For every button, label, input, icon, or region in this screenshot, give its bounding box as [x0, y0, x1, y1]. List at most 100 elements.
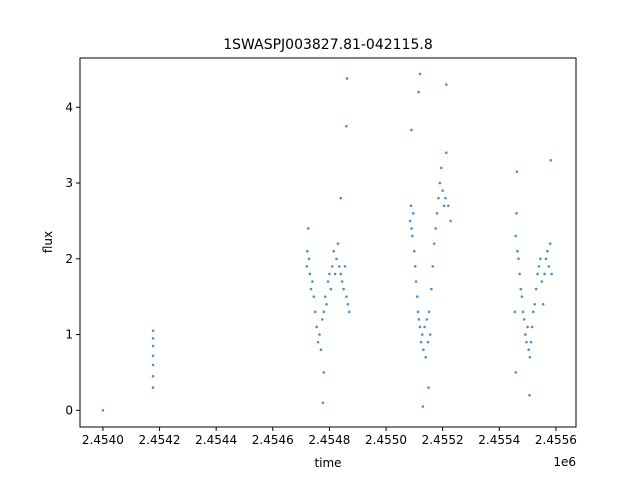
data-point	[339, 272, 343, 276]
data-point	[424, 355, 427, 359]
data-point	[516, 249, 519, 253]
data-point	[318, 333, 321, 336]
data-point	[425, 318, 429, 321]
y-axis: 0 1 2 3 4	[65, 100, 80, 417]
data-point	[531, 310, 535, 314]
data-point	[312, 295, 316, 298]
x-tick-label: 2.4544	[195, 433, 237, 447]
y-axis-label: flux	[41, 231, 55, 253]
data-point	[321, 318, 324, 321]
data-point	[439, 166, 443, 170]
data-point	[449, 219, 452, 223]
data-point	[330, 265, 334, 268]
data-point	[529, 340, 533, 344]
data-point	[345, 295, 348, 298]
data-point	[518, 272, 521, 276]
data-point	[530, 325, 534, 329]
data-point	[524, 333, 527, 336]
data-point	[345, 124, 348, 128]
data-point	[420, 333, 424, 336]
x-axis: 2.4540 2.4542 2.4544 2.4546 2.4548 2.4550 2.45…	[82, 427, 577, 447]
y-tick-label: 0	[65, 403, 73, 417]
data-point	[151, 344, 155, 348]
data-point	[151, 386, 155, 389]
data-point	[428, 333, 432, 336]
data-point	[419, 340, 423, 344]
x-tick-label: 2.4556	[535, 433, 577, 447]
data-point	[319, 348, 323, 352]
data-point	[305, 265, 309, 268]
data-point	[332, 249, 335, 253]
data-point	[526, 325, 529, 329]
data-point	[333, 272, 337, 276]
data-point	[539, 257, 542, 261]
data-point	[427, 310, 431, 314]
data-point	[430, 287, 433, 291]
x-tick-label: 2.4546	[252, 433, 294, 447]
x-tick-label: 2.4540	[82, 433, 124, 447]
chart-title: 1SWASPJ003827.81-042115.8	[223, 37, 432, 53]
data-point	[325, 302, 328, 306]
data-point	[549, 158, 553, 162]
data-point	[335, 257, 338, 261]
data-point	[543, 272, 546, 276]
data-point	[422, 348, 425, 352]
data-point	[316, 340, 320, 344]
data-point	[313, 310, 317, 314]
data-point	[423, 325, 426, 329]
data-point	[151, 337, 155, 340]
data-point	[418, 72, 422, 76]
data-point	[534, 287, 538, 291]
data-point	[339, 196, 343, 200]
x-tick-label: 2.4548	[308, 433, 350, 447]
data-point	[308, 272, 312, 276]
data-point	[416, 310, 420, 314]
x-tick-label: 2.4552	[422, 433, 464, 447]
data-point	[540, 280, 544, 283]
data-point	[151, 363, 155, 367]
data-point	[411, 234, 414, 238]
data-point	[409, 204, 413, 208]
data-point	[437, 196, 440, 200]
data-point	[328, 272, 331, 276]
data-point	[515, 212, 518, 215]
data-point	[410, 128, 413, 132]
data-point	[515, 170, 519, 173]
data-point	[326, 280, 330, 283]
data-point	[346, 302, 350, 306]
data-points	[101, 72, 553, 412]
data-point	[421, 405, 425, 408]
data-point	[315, 325, 318, 329]
data-point	[322, 310, 326, 314]
data-point	[528, 355, 532, 359]
data-point	[548, 242, 552, 245]
data-point	[435, 212, 439, 215]
data-point	[514, 234, 517, 238]
data-point	[101, 409, 105, 412]
data-point	[519, 287, 523, 291]
data-point	[517, 257, 520, 261]
data-point	[527, 348, 531, 352]
data-point	[345, 77, 349, 80]
data-point	[533, 302, 536, 306]
x-offset-label: 1e6	[553, 455, 576, 469]
y-tick-label: 3	[65, 176, 73, 190]
data-point	[411, 212, 415, 215]
data-point	[427, 386, 430, 389]
y-tick-label: 1	[65, 328, 73, 342]
data-point	[520, 295, 524, 298]
x-tick-label: 2.4542	[139, 433, 181, 447]
data-point	[413, 265, 417, 268]
data-point	[445, 83, 448, 86]
data-point	[309, 287, 313, 291]
data-point	[338, 265, 341, 268]
data-point	[528, 393, 531, 397]
data-point	[432, 242, 436, 245]
data-point	[329, 287, 333, 291]
data-point	[438, 181, 442, 185]
data-point	[410, 227, 413, 230]
data-point	[546, 249, 549, 253]
x-tick-label: 2.4554	[478, 433, 520, 447]
